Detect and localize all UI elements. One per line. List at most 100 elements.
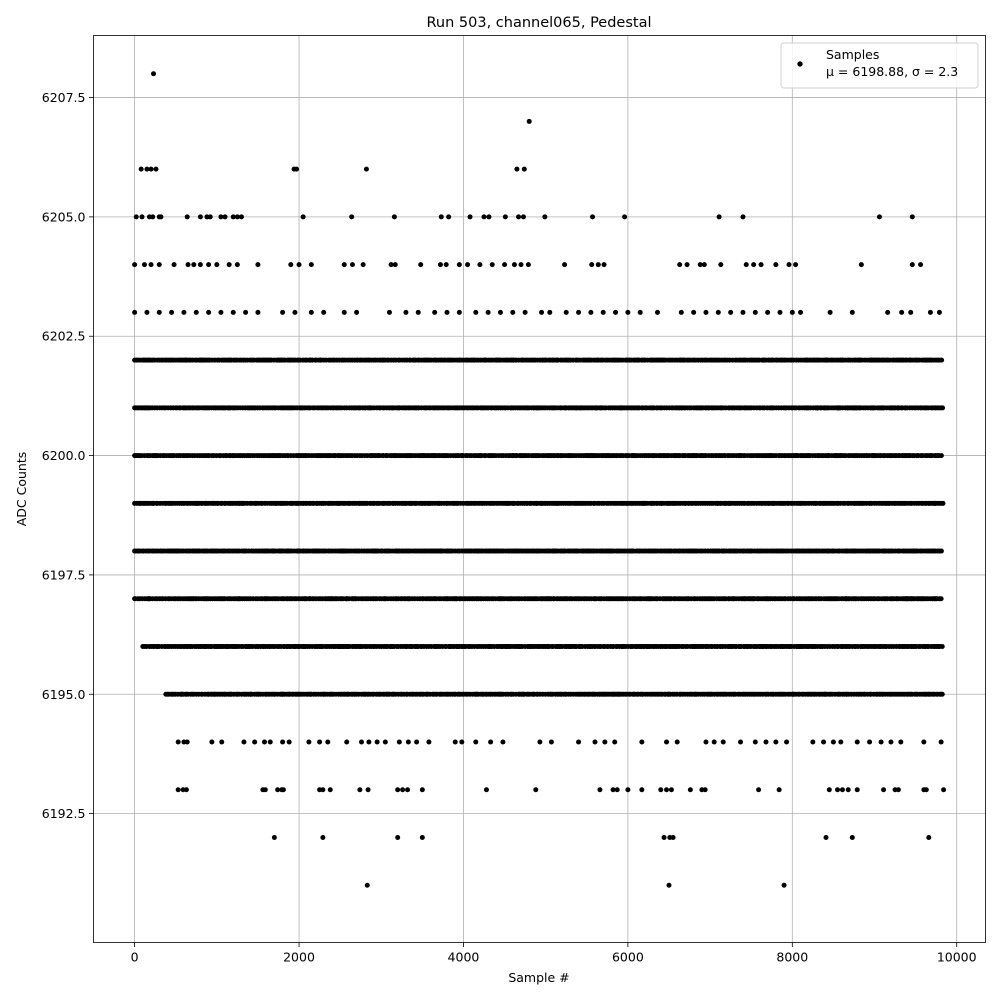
data-point <box>576 309 582 315</box>
data-point <box>849 834 855 840</box>
data-point <box>485 309 491 315</box>
data-point <box>839 787 845 793</box>
data-point <box>465 262 471 268</box>
data-point <box>664 787 670 793</box>
axis-ticks: 0 2000 4000 6000 8000 10000 6192.5 6195.0 6197.5… <box>42 90 977 964</box>
data-point <box>292 309 298 315</box>
data-point <box>139 214 145 220</box>
data-point <box>183 787 189 793</box>
data-point <box>437 262 443 268</box>
data-point <box>191 262 197 268</box>
data-point <box>185 262 191 268</box>
data-point <box>432 309 438 315</box>
y-tick-label: 6200.0 <box>42 448 86 463</box>
data-point <box>271 834 277 840</box>
data-point <box>592 739 598 745</box>
data-point <box>405 739 411 745</box>
data-point <box>908 309 914 315</box>
x-tick-label: 4000 <box>448 950 480 965</box>
data-point <box>793 262 799 268</box>
data-point <box>181 309 187 315</box>
data-point <box>602 739 608 745</box>
data-point <box>360 262 366 268</box>
data-point <box>502 214 508 220</box>
data-point <box>939 357 945 363</box>
x-tick-label: 6000 <box>612 950 644 965</box>
data-point <box>938 453 944 459</box>
data-point <box>936 309 942 315</box>
data-point <box>459 739 465 745</box>
data-point <box>321 309 327 315</box>
data-point <box>151 71 157 77</box>
data-point <box>691 309 697 315</box>
data-point <box>288 262 294 268</box>
data-point <box>622 214 628 220</box>
data-point <box>548 739 554 745</box>
chart-title: Run 503, channel065, Pedestal <box>426 15 651 31</box>
data-point <box>132 262 138 268</box>
data-point <box>144 309 150 315</box>
legend-marker <box>797 61 803 67</box>
data-point <box>341 262 347 268</box>
data-point <box>784 739 790 745</box>
data-point <box>206 262 212 268</box>
data-point <box>349 214 355 220</box>
data-point <box>716 214 722 220</box>
data-point <box>382 739 388 745</box>
data-point <box>738 739 744 745</box>
data-point <box>740 214 746 220</box>
data-point <box>209 739 215 745</box>
data-point <box>169 309 175 315</box>
data-point <box>262 787 268 793</box>
data-point <box>940 500 946 506</box>
data-point <box>614 787 620 793</box>
data-point <box>218 214 224 220</box>
data-point <box>280 739 286 745</box>
data-point <box>576 739 582 745</box>
data-point <box>418 262 424 268</box>
data-point <box>357 787 363 793</box>
data-point <box>226 262 232 268</box>
data-point <box>751 262 757 268</box>
data-point <box>637 309 643 315</box>
data-point <box>752 309 758 315</box>
legend-entry-samples: Samples <box>826 47 879 62</box>
data-point <box>286 739 292 745</box>
data-point <box>878 739 884 745</box>
data-point <box>320 787 326 793</box>
data-point <box>542 214 548 220</box>
data-point <box>590 214 596 220</box>
data-point <box>148 166 154 172</box>
data-point <box>938 596 944 602</box>
x-axis-label: Sample # <box>508 970 569 985</box>
data-point <box>562 262 568 268</box>
data-point <box>483 787 489 793</box>
data-point <box>280 787 286 793</box>
y-tick-label: 6205.0 <box>42 209 86 224</box>
data-point <box>677 262 683 268</box>
data-point <box>701 262 707 268</box>
data-point <box>639 739 645 745</box>
data-point <box>184 214 190 220</box>
data-point <box>888 739 894 745</box>
data-point <box>481 214 487 220</box>
data-point <box>175 739 181 745</box>
data-point <box>940 405 946 411</box>
data-points <box>132 71 947 888</box>
data-point <box>827 309 833 315</box>
data-point <box>798 309 804 315</box>
data-point <box>765 309 771 315</box>
y-tick-label: 6207.5 <box>42 90 86 105</box>
data-point <box>661 834 667 840</box>
data-point <box>341 309 347 315</box>
legend: Samples μ = 6198.88, σ = 2.3 <box>780 42 979 89</box>
data-point <box>262 739 267 745</box>
data-point <box>595 262 601 268</box>
data-point <box>500 739 506 745</box>
data-point <box>241 739 247 745</box>
data-point <box>743 262 749 268</box>
data-point <box>939 644 945 650</box>
data-point <box>923 787 929 793</box>
data-point <box>810 739 816 745</box>
